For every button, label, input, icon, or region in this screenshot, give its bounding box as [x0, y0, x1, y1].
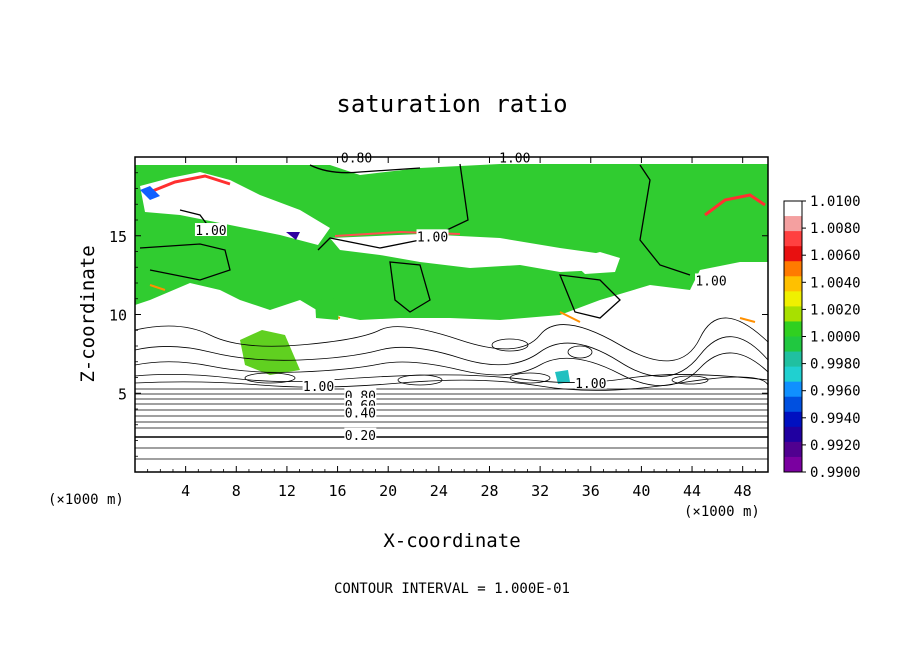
colorbar-label: 1.0040	[810, 275, 861, 291]
colorbar-label: 1.0100	[810, 194, 861, 210]
contour-label: 1.00	[575, 377, 606, 392]
x-axis-label: X-coordinate	[383, 530, 520, 552]
x-tick-label: 24	[430, 482, 448, 500]
contour-lines-upper	[139, 163, 691, 319]
colorbar-label: 0.9920	[810, 438, 861, 454]
colorbar-swatch	[784, 276, 802, 292]
colorbar-label: 1.0080	[810, 221, 861, 237]
x-units-left: (×1000 m)	[48, 492, 124, 508]
colorbar-swatch	[784, 291, 802, 307]
colorbar-swatch	[784, 246, 802, 262]
contour-interval-note: CONTOUR INTERVAL = 1.000E-01	[334, 581, 570, 597]
red-edge-upper-right	[704, 193, 766, 217]
colorbar-label: 0.9900	[810, 465, 861, 481]
colorbar-label: 1.0060	[810, 248, 861, 264]
colorbar-swatch	[784, 231, 802, 247]
y-tick-label: 5	[118, 385, 127, 403]
contour-label: 1.00	[303, 380, 334, 395]
x-tick-label: 40	[632, 482, 650, 500]
y-axis-ticks: 5 10 15	[109, 172, 768, 457]
green-patch-mid	[315, 298, 340, 320]
colorbar-label: 0.9980	[810, 357, 861, 373]
white-region-right	[570, 252, 620, 274]
contour-label-background	[344, 405, 377, 419]
contour-label-background	[344, 427, 377, 441]
contour-label: 1.00	[695, 274, 726, 289]
colorbar-label: 0.9960	[810, 384, 861, 400]
colorbar: 1.0100 1.0080 1.0060 1.0040 1.0020 1.0000 0.99…	[783, 194, 861, 481]
x-tick-label: 4	[181, 482, 190, 500]
cyan-spot	[555, 370, 570, 384]
contour-label-background	[416, 229, 449, 243]
x-tick-label: 36	[582, 482, 600, 500]
contour-label: 1.00	[499, 152, 530, 167]
contour-label: 1.00	[417, 230, 448, 245]
x-tick-label: 16	[329, 482, 347, 500]
colorbar-swatch	[784, 426, 802, 443]
colorbar-swatch	[784, 396, 802, 413]
colorbar-swatch	[784, 456, 802, 473]
plot-area: 0.801.001.001.001.001.001.000.800.600.40…	[134, 150, 769, 473]
y-tick-label: 10	[109, 307, 127, 325]
blue-region	[140, 186, 160, 200]
x-units-right: (×1000 m)	[684, 504, 760, 520]
colorbar-swatch	[784, 381, 802, 398]
white-region-upper-left	[140, 172, 330, 245]
colorbar-swatch	[784, 201, 802, 217]
contour-label-background	[574, 375, 607, 389]
colorbar-swatch	[784, 366, 802, 383]
purple-region	[286, 232, 300, 240]
colorbar-swatch	[784, 441, 802, 458]
chart-title: saturation ratio	[336, 90, 567, 118]
colorbar-label: 1.0000	[810, 330, 861, 346]
x-tick-label: 20	[379, 482, 397, 500]
colorbar-swatch	[784, 321, 802, 337]
red-edge-upper-left	[149, 174, 231, 194]
colorbar-swatch	[784, 351, 802, 368]
contour-label-background	[302, 378, 335, 392]
colorbar-swatch	[784, 261, 802, 277]
x-tick-label: 8	[232, 482, 241, 500]
contour-labels: 0.801.001.001.001.001.001.000.800.600.40…	[194, 150, 728, 444]
green-patch-lower-left	[240, 330, 300, 375]
y-tick-label: 15	[109, 228, 127, 246]
contour-label: 1.00	[195, 224, 226, 239]
y-axis-label: Z-coordinate	[77, 245, 99, 382]
colorbar-swatch	[784, 411, 802, 428]
contour-label-background	[695, 273, 728, 287]
x-tick-label: 48	[734, 482, 752, 500]
x-tick-label: 28	[480, 482, 498, 500]
contour-label: 0.20	[345, 429, 376, 444]
contour-lines-lower	[134, 317, 769, 460]
contour-label: 0.40	[345, 407, 376, 422]
x-tick-label: 32	[531, 482, 549, 500]
colorbar-label: 1.0020	[810, 302, 861, 318]
x-tick-label: 44	[683, 482, 701, 500]
colorbar-swatch	[784, 306, 802, 322]
contour-label-background	[194, 223, 227, 237]
colorbar-swatch	[784, 336, 802, 353]
x-tick-label: 12	[278, 482, 296, 500]
contour-label: 0.80	[341, 152, 372, 167]
colorbar-swatch	[784, 216, 802, 232]
colorbar-label: 0.9940	[810, 411, 861, 427]
x-axis-ticks: 4 8 12 16 20 24 28 32 36 40 44 48	[147, 157, 756, 500]
